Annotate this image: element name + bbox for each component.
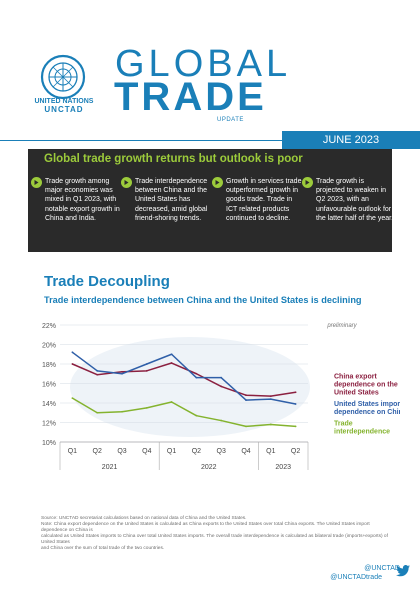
source-line: Note: China export dependence on the Uni… [41,522,370,533]
arrow-circle-icon [31,177,42,188]
data-point [145,406,148,409]
data-point [195,376,198,379]
source-line: Source: UNCTAD secretariat calculations … [41,516,247,521]
summary-point-text: Trade interdependence between China and … [135,178,208,222]
data-point [269,423,272,426]
series-line [72,397,296,428]
data-point [220,419,223,422]
summary-point-text: Growth in services trade outperformed gr… [226,178,302,222]
source-note: Source: UNCTAD secretariat calculations … [41,516,391,552]
social-handles: @UNCTAD @UNCTADtrade [330,564,400,582]
summary-headline: Global trade growth returns but outlook … [44,153,303,165]
data-point [121,410,123,413]
data-point [121,372,123,375]
data-point [71,363,74,365]
data-point [145,363,148,365]
org-name: UNITED NATIONS UNCTAD [30,98,98,114]
social-handle[interactable]: @UNCTAD [364,565,400,572]
y-tick-label: 14% [42,401,56,408]
summary-point-text: Trade growth is projected to weaken in Q… [316,178,394,222]
summary-point: Trade growth among major economies was m… [31,177,123,223]
y-tick-label: 12% [42,421,56,428]
series-label: China export dependence on the United Stat… [334,373,398,396]
data-point [71,351,74,354]
series-label: United States import dependence on China [334,401,400,416]
report-title-global: GLOBAL [115,43,292,85]
date-band: JUNE 2023 [0,131,420,149]
y-tick-label: 10% [42,440,56,447]
y-tick-label: 18% [42,362,56,369]
data-point [96,411,99,414]
x-tick-label: Q4 [142,448,151,455]
data-point [170,353,173,356]
summary-point: Trade growth is projected to weaken in Q… [302,177,394,223]
arrow-circle-icon [302,177,313,188]
y-tick-label: 16% [42,382,56,389]
summary-point: Growth in services trade outperformed gr… [212,177,304,223]
series-line [72,362,296,397]
org-line-2: UNCTAD [44,105,84,114]
section-subtitle: Trade interdependence between China and … [44,295,362,305]
data-point [294,403,297,405]
x-tick-label: Q4 [241,448,250,455]
x-tick-label: Q1 [68,448,77,455]
y-tick-label: 22% [42,323,56,330]
data-point [195,372,198,375]
data-point [96,369,99,372]
year-label: 2022 [201,464,217,471]
data-point [294,425,297,428]
x-tick-label: Q3 [117,448,126,455]
preliminary-annotation: preliminary [326,323,357,329]
un-emblem-logo [40,54,86,100]
issue-date: JUNE 2023 [282,131,420,149]
data-point [121,370,123,373]
series-line [71,351,296,405]
section-title: Trade Decoupling [44,273,170,290]
year-label: 2023 [275,464,291,471]
x-tick-label: Q2 [291,448,300,455]
report-title-update: UPDATE [217,117,244,123]
world-map-background [70,337,310,437]
source-line: calculated as United States imports to C… [41,534,388,545]
data-point [245,425,247,428]
year-label: 2021 [102,464,118,471]
arrow-circle-icon [212,177,223,188]
x-tick-label: Q2 [192,448,201,455]
x-tick-label: Q2 [93,448,102,455]
x-tick-label: Q1 [266,448,275,455]
data-point [170,362,173,364]
x-tick-label: Q3 [217,448,226,455]
data-point [96,373,99,376]
date-divider [0,140,282,141]
y-tick-label: 20% [42,343,56,350]
data-point [245,399,247,401]
summary-point-text: Trade growth among major economies was m… [45,178,120,222]
report-title-trade: TRADE [114,75,267,119]
data-point [145,369,148,372]
data-point [71,397,74,400]
source-line: and China over the sum of total trade of… [41,546,165,551]
arrow-circle-icon [121,177,132,188]
summary-panel [28,149,392,252]
data-point [245,394,247,397]
data-point [294,391,297,394]
twitter-icon[interactable] [396,565,410,577]
data-point [220,376,223,379]
data-point [220,385,223,388]
summary-point: Trade interdependence between China and … [121,177,213,223]
org-line-1: UNITED NATIONS [34,98,94,105]
data-point [269,395,272,398]
data-point [269,398,272,400]
data-point [170,401,173,403]
series-label: Trade interdependence [334,420,390,435]
line-chart: 10% 12% 14% 16% 18% 20% 22% Q1 Q2 Q3 Q4 Q1 Q2 Q3 Q4 Q1 Q… [42,323,400,471]
data-point [195,414,198,417]
social-handle[interactable]: @UNCTADtrade [330,574,382,581]
x-tick-label: Q1 [167,448,176,455]
